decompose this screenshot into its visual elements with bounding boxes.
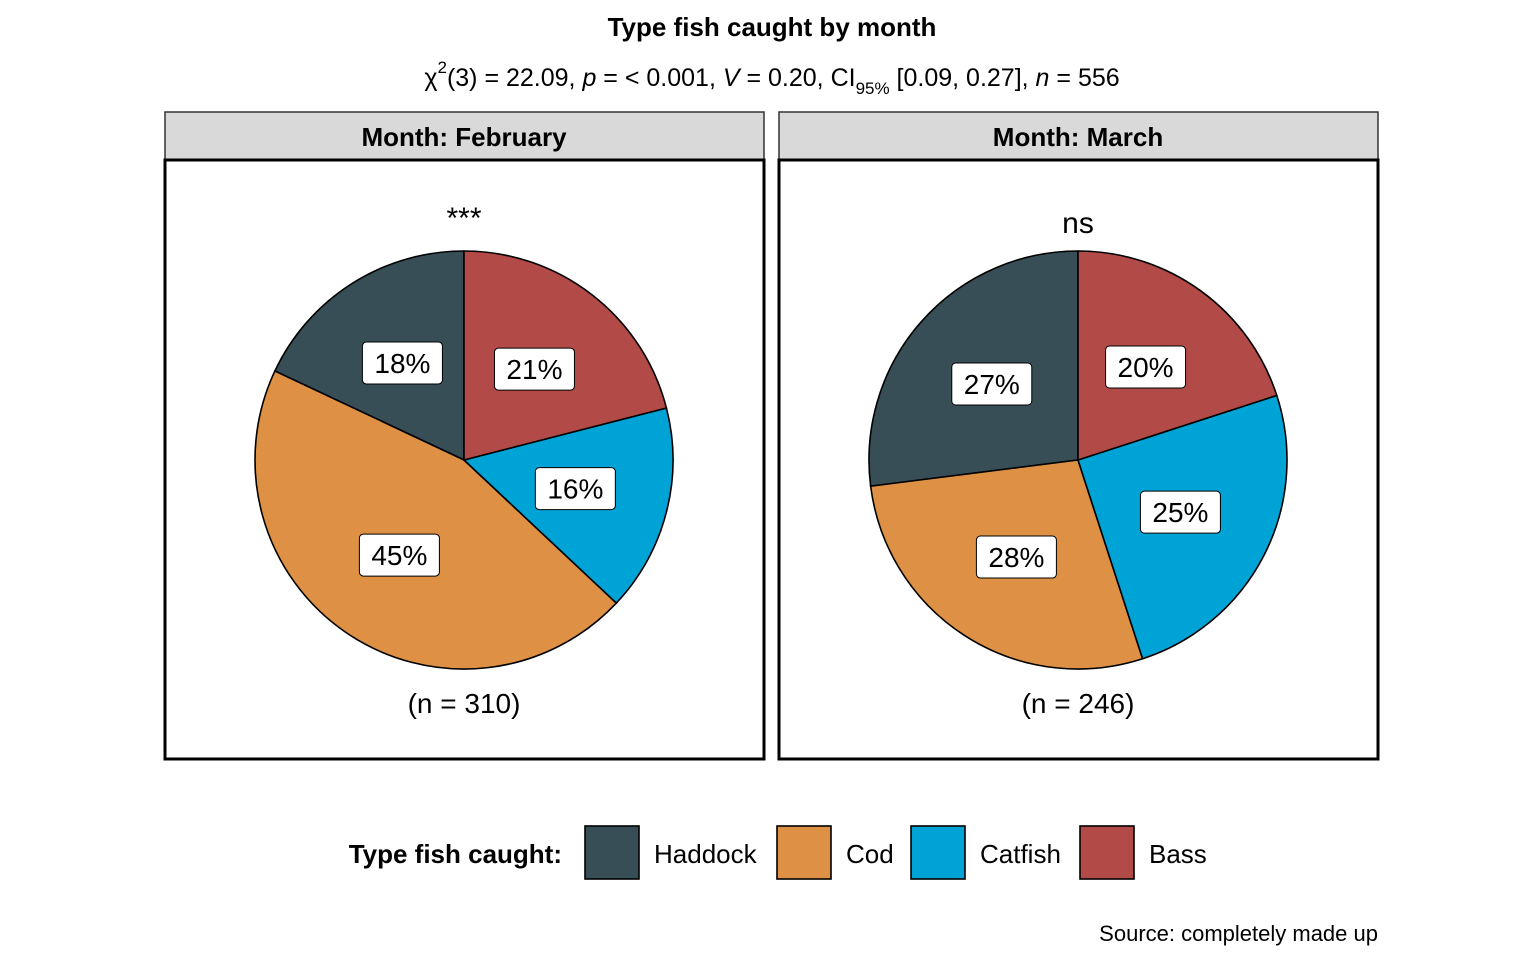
slice-label-box (975, 535, 1057, 579)
strip-label-february: Month: February (361, 122, 567, 152)
subtitle-v-value: = 0.20, CI (740, 64, 856, 92)
legend-item-cod: Cod (776, 825, 894, 880)
strip-february (164, 111, 765, 161)
significance-march: ns (1062, 207, 1094, 240)
slice-label-cod: 28% (975, 535, 1057, 579)
chart-caption: Source: completely made up (1099, 921, 1378, 946)
strip-label-march: Month: March (993, 122, 1163, 152)
pie-labels-march: 27% 28% 25% 20% (951, 345, 1221, 579)
slice-label-box (493, 347, 575, 391)
subtitle-n-label: n (1036, 64, 1050, 92)
legend-item-haddock: Haddock (584, 825, 758, 880)
subtitle-p-label: p (581, 64, 596, 92)
slice-label-catfish: 25% (1139, 490, 1221, 534)
legend-title: Type fish caught: (349, 839, 562, 869)
slice-label-box (1105, 345, 1187, 389)
n-label-february: (n = 310) (408, 688, 521, 719)
subtitle-ci-sub: 95% (856, 79, 890, 98)
pie-slice-cod (254, 369, 618, 670)
slice-label-box (951, 362, 1033, 406)
subtitle-n-value: = 556 (1049, 64, 1119, 92)
slice-label-text: 25% (1152, 497, 1208, 528)
legend-item-catfish: Catfish (910, 825, 1061, 880)
slice-label-box (1139, 490, 1221, 534)
legend-key-cod (776, 825, 832, 880)
slice-label-bass: 20% (1105, 345, 1187, 389)
pie-labels-february: 18% 45% 16% 21% (358, 341, 616, 577)
n-label-march: (n = 246) (1022, 688, 1135, 719)
legend-items: Haddock Cod Catfish Bass (584, 825, 1207, 880)
pie-march (868, 250, 1288, 670)
slice-label-text: 16% (547, 474, 603, 505)
legend-item-bass: Bass (1079, 825, 1207, 880)
slice-label-text: 18% (374, 348, 430, 379)
legend-label-cod: Cod (846, 839, 894, 869)
subtitle-p-value: = < 0.001, (596, 64, 723, 92)
panel-february: Month: February 18% 45% 16% 21% *** (n = 31… (163, 111, 766, 761)
slice-label-cod: 45% (358, 533, 440, 577)
subtitle-chi-sup: 2 (437, 58, 446, 77)
legend-key-catfish (910, 825, 966, 880)
legend-key-bass (1079, 825, 1135, 880)
legend-key-haddock (584, 825, 640, 880)
slice-label-catfish: 16% (534, 467, 616, 511)
slice-label-box (534, 467, 616, 511)
legend-label-catfish: Catfish (980, 839, 1061, 869)
panel-march: Month: March 27% 28% 25% 20% ns (n = 246) (777, 111, 1380, 761)
strip-march (778, 111, 1379, 161)
chart-title: Type fish caught by month (608, 12, 937, 42)
slice-label-box (361, 341, 443, 385)
legend: Type fish caught: Haddock Cod Catfish Bass (349, 825, 1207, 880)
slice-label-haddock: 27% (951, 362, 1033, 406)
slice-label-text: 45% (371, 540, 427, 571)
subtitle-ci-value: [0.09, 0.27], (890, 64, 1036, 92)
legend-label-bass: Bass (1149, 839, 1207, 869)
pie-february (254, 250, 674, 670)
slice-label-text: 21% (506, 354, 562, 385)
subtitle-chi: χ (424, 64, 437, 92)
slice-label-haddock: 18% (361, 341, 443, 385)
chart-subtitle: χ2(3) = 22.09, p = < 0.001, V = 0.20, CI… (424, 58, 1119, 98)
slice-label-text: 27% (964, 369, 1020, 400)
slice-label-bass: 21% (493, 347, 575, 391)
significance-february: *** (446, 202, 481, 235)
legend-label-haddock: Haddock (654, 839, 758, 869)
slice-label-text: 28% (988, 542, 1044, 573)
slice-label-text: 20% (1118, 352, 1174, 383)
subtitle-v-label: V (723, 64, 742, 92)
slice-label-box (358, 533, 440, 577)
subtitle-df: (3) = 22.09, (447, 64, 583, 92)
